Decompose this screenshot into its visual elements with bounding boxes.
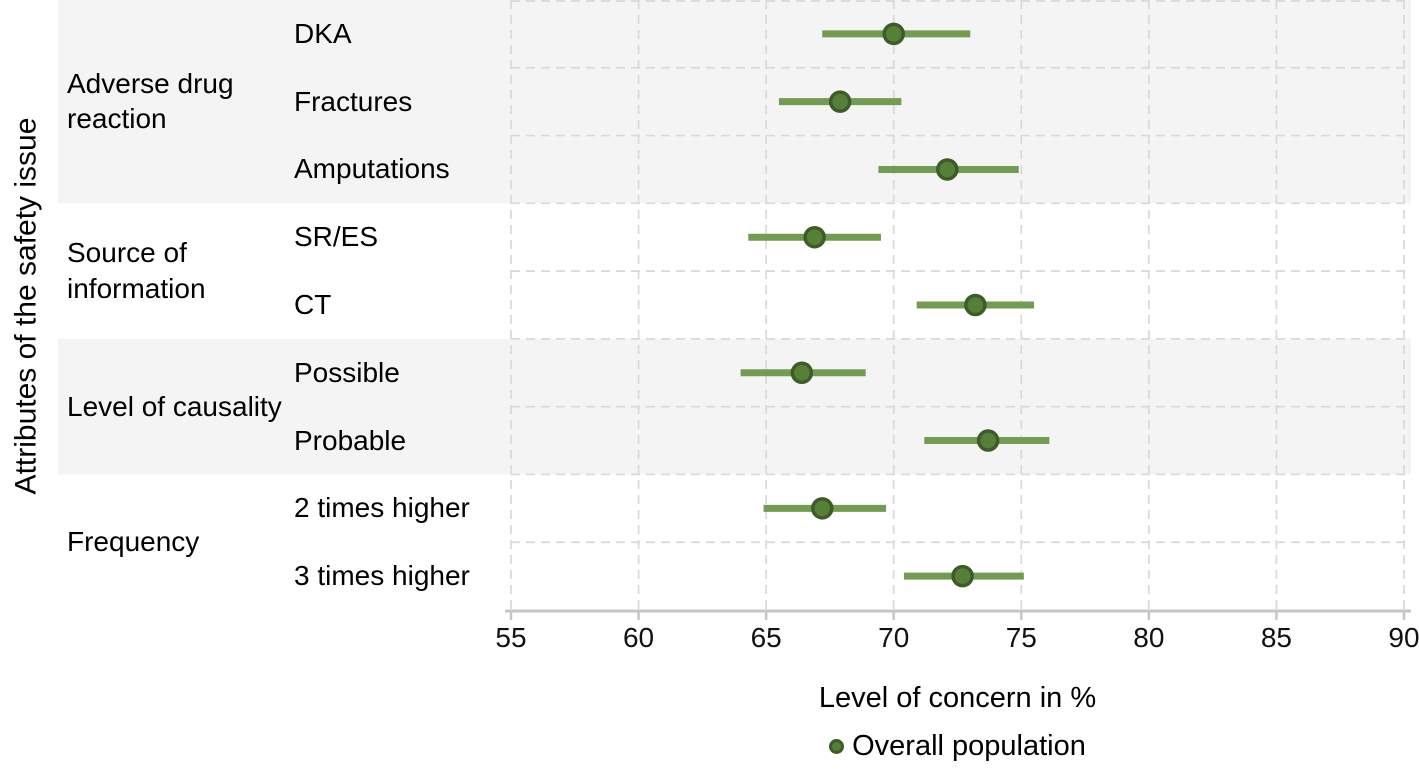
- group-label: Adverse drug reaction: [67, 67, 234, 135]
- x-tick-label: 55: [495, 622, 527, 653]
- point-estimate: [882, 22, 905, 46]
- group-band: [58, 203, 1411, 339]
- x-tick-label: 80: [1133, 622, 1165, 653]
- item-label: Fractures: [294, 85, 413, 117]
- point-estimate: [790, 361, 814, 385]
- x-tick-label: 75: [1005, 622, 1037, 653]
- item-label: 3 times higher: [294, 560, 470, 592]
- legend-marker-circle-icon: [829, 739, 845, 754]
- point-estimate: [951, 564, 974, 588]
- point-estimate: [964, 293, 987, 317]
- x-tick-label: 90: [1388, 622, 1419, 653]
- item-label: DKA: [294, 17, 352, 49]
- item-label: CT: [294, 289, 332, 320]
- group-label: Level of causality: [67, 390, 282, 422]
- legend-label: Overall population: [852, 730, 1086, 762]
- item-label: 2 times higher: [294, 492, 470, 524]
- item-label: Possible: [294, 356, 400, 388]
- item-label: SR/ES: [294, 221, 379, 253]
- item-label: Amputations: [294, 153, 450, 185]
- legend: Overall population: [511, 730, 1404, 763]
- x-tick-label: 60: [622, 622, 655, 653]
- x-tick-label: 65: [750, 622, 782, 653]
- point-estimate: [936, 158, 959, 181]
- group-band: [58, 474, 1411, 610]
- group-label: Source of information: [67, 237, 206, 305]
- x-axis-title: Level of concern in %: [818, 682, 1097, 714]
- point-estimate: [828, 90, 852, 113]
- item-label: Probable: [294, 424, 407, 456]
- x-tick-label: 85: [1260, 622, 1292, 653]
- point-estimate: [976, 429, 1000, 452]
- point-estimate: [803, 225, 826, 249]
- point-estimate: [811, 497, 834, 520]
- group-band: [58, 338, 1411, 475]
- group-band: [58, 0, 1411, 204]
- x-tick-label: 70: [878, 622, 910, 653]
- group-label: Frequency: [67, 526, 200, 558]
